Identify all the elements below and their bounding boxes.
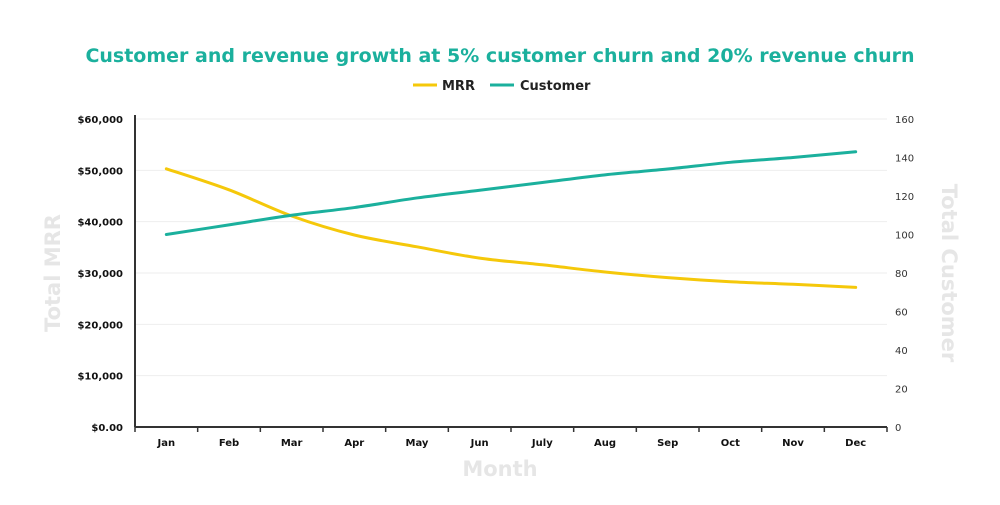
y2-tick-label: 40 (895, 346, 908, 357)
y-tick-label: $30,000 (77, 269, 123, 280)
x-tick-label: July (531, 438, 553, 449)
y-tick-label: $0.00 (91, 423, 123, 434)
y-tick-label: $60,000 (77, 115, 123, 126)
y-tick-label: $10,000 (77, 372, 123, 383)
y2-tick-label: 80 (895, 269, 908, 280)
y2-tick-label: 60 (895, 308, 908, 319)
x-tick-label: Jun (470, 438, 489, 449)
x-tick-label: Apr (344, 438, 364, 449)
legend-label-customer: Customer (520, 79, 591, 94)
y2-tick-label: 0 (895, 423, 901, 434)
y2-axis-title: Total Customer (937, 184, 961, 363)
y-axis-title: Total MRR (41, 214, 65, 332)
y2-tick-label: 100 (895, 231, 914, 242)
x-tick-label: Mar (281, 438, 303, 449)
y2-tick-label: 160 (895, 115, 914, 126)
legend-label-mrr: MRR (442, 79, 475, 94)
y-tick-label: $20,000 (77, 320, 123, 331)
chart-title: Customer and revenue growth at 5% custom… (85, 45, 914, 67)
x-tick-label: May (406, 438, 429, 449)
y2-tick-label: 140 (895, 154, 914, 165)
x-axis-title: Month (462, 457, 537, 481)
x-tick-label: Dec (845, 438, 866, 449)
y-tick-label: $40,000 (77, 218, 123, 229)
y2-tick-label: 120 (895, 192, 914, 203)
x-tick-label: Aug (594, 438, 616, 449)
x-tick-label: Oct (721, 438, 740, 449)
x-tick-label: Jan (157, 438, 176, 449)
y-tick-label: $50,000 (77, 166, 123, 177)
x-tick-label: Nov (782, 438, 804, 449)
x-tick-label: Feb (219, 438, 239, 449)
x-tick-label: Sep (657, 438, 678, 449)
legend: MRR Customer (413, 79, 591, 94)
y2-tick-label: 20 (895, 385, 908, 396)
